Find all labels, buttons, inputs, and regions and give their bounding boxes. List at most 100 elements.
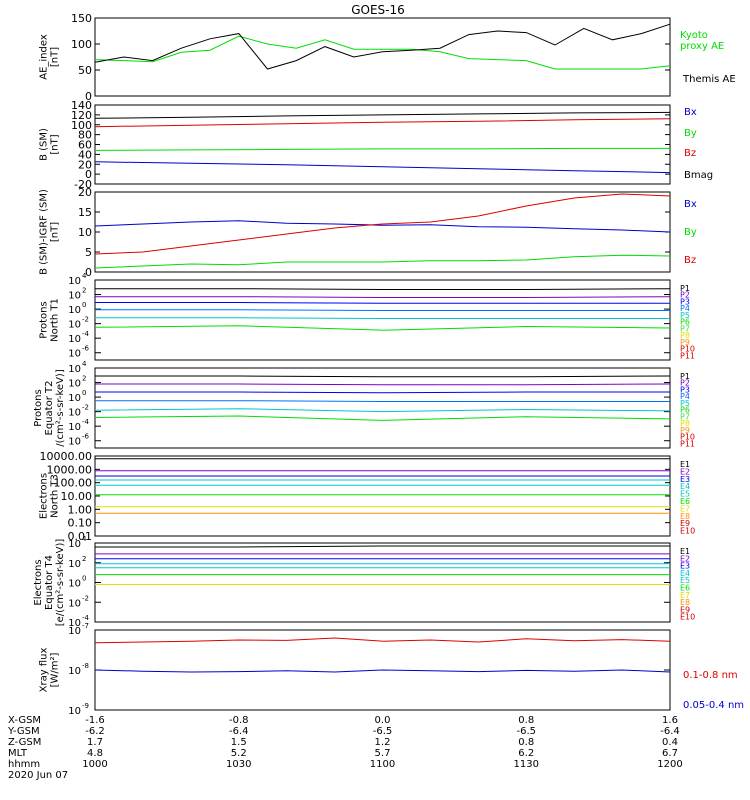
x-tick-label: 0.0 — [375, 715, 391, 726]
x-tick-label: 0.4 — [662, 737, 678, 748]
y-tick-label: 10 — [68, 666, 81, 677]
legend-entry: Bz — [684, 148, 696, 159]
x-tick-label: 0.8 — [518, 715, 534, 726]
x-row-label: X-GSM — [8, 715, 41, 726]
chart-title: GOES-16 — [351, 3, 405, 17]
series-line — [95, 296, 671, 298]
series-line — [94, 193, 671, 255]
series-line — [94, 111, 671, 119]
legend-entry: P5 — [680, 311, 690, 320]
y-tick-label: 1000.00 — [47, 463, 93, 476]
y-tick-label: 10 — [68, 626, 81, 637]
plot-frame — [94, 542, 671, 623]
panel-3: 0 5 10 15 20 B (SM)-IGRF (SM) [nT] Bx By Bz — [39, 186, 697, 279]
y-tick-exponent: -6 — [82, 345, 90, 353]
x-tick-label: 6.7 — [662, 748, 678, 759]
legend-entry: P9 — [680, 426, 690, 435]
x-row-label: hhmm — [8, 759, 40, 770]
x-tick-label: 0.8 — [518, 737, 534, 748]
legend-entry: P7 — [680, 412, 690, 421]
legend-entry: P9 — [680, 338, 690, 347]
legend-entry: Bmag — [684, 170, 713, 181]
legend-entry: E4 — [680, 482, 690, 491]
x-tick-label: 5.7 — [375, 748, 391, 759]
legend-entry: P1 — [680, 284, 690, 293]
legend-entry: E7 — [680, 504, 690, 513]
y-tick-label: 10 — [68, 408, 81, 419]
plot-frame — [94, 279, 671, 361]
y-tick-label: 20 — [78, 158, 92, 171]
y-tick-label: 10 — [68, 379, 81, 390]
y-tick-label: 10 — [68, 305, 81, 316]
y-tick-label: 50 — [78, 64, 92, 77]
legend-entry: E1 — [680, 547, 690, 556]
series-line — [94, 147, 670, 151]
y-tick-exponent: -4 — [82, 614, 90, 622]
y-tick-label: 10 — [68, 393, 81, 404]
y-tick-label: 10 — [68, 320, 81, 331]
y-tick-label: 10 — [68, 276, 81, 287]
date-label: 2020 Jun 07 — [8, 770, 68, 781]
y-axis-label: [W/m²] — [50, 652, 61, 687]
legend-entry: P8 — [680, 419, 690, 428]
legend-entry: 0.1-0.8 nm — [683, 670, 738, 681]
y-tick-label: 10 — [68, 422, 81, 433]
legend-entry: By — [684, 227, 697, 238]
legend-entry: E9 — [680, 519, 690, 528]
x-tick-label: -1.6 — [85, 715, 105, 726]
y-axis-label: Equator T2 — [44, 381, 55, 436]
x-axis-rows: X-GSM -1.6 -0.8 0.0 0.8 1.6 Y-GSM -6.2 -6.4 -6.5 -… — [7, 715, 683, 781]
legend-entry: P3 — [680, 385, 690, 394]
legend-entry: E2 — [680, 554, 690, 563]
y-tick-label: 10 — [68, 618, 81, 629]
y-tick-exponent: 0 — [82, 389, 86, 397]
y-tick-exponent: -4 — [82, 330, 90, 338]
y-tick-label: 10 — [68, 364, 81, 375]
legend-entry: E10 — [680, 613, 695, 622]
plot-frame — [94, 17, 671, 97]
y-tick-label: -20 — [74, 178, 92, 191]
series-line — [95, 391, 670, 394]
y-tick-label: 0.10 — [68, 517, 93, 530]
series-line — [94, 35, 671, 70]
x-tick-label: 1000 — [82, 759, 107, 770]
y-tick-exponent: 4 — [82, 360, 87, 368]
series-line — [94, 637, 671, 644]
legend-entry: P2 — [680, 291, 690, 300]
y-axis-label: [e/(cm²-s-sr-keV)] — [55, 539, 66, 627]
y-tick-label: 15 — [78, 206, 92, 219]
legend-entry: P11 — [680, 351, 695, 360]
y-tick-exponent: 2 — [82, 375, 86, 383]
legend-entry: P8 — [680, 331, 690, 340]
series-line — [95, 400, 670, 402]
legend-entry: Bx — [684, 199, 697, 210]
y-tick-label: 10 — [68, 334, 81, 345]
y-tick-label: 100.00 — [54, 477, 93, 490]
y-tick-label: 10 — [68, 437, 81, 448]
y-axis-label: Electrons — [33, 559, 44, 605]
series-line — [95, 288, 671, 290]
y-tick-label: 100 — [71, 119, 92, 132]
series-line — [94, 161, 671, 174]
y-tick-exponent: 0 — [82, 301, 86, 309]
y-tick-exponent: -9 — [82, 702, 89, 710]
y-tick-label: 100 — [71, 38, 92, 51]
x-tick-label: 1200 — [657, 759, 682, 770]
x-tick-label: 1030 — [226, 759, 251, 770]
y-tick-label: 0 — [85, 266, 92, 279]
legend-entry: E8 — [680, 512, 690, 521]
series-line — [95, 375, 671, 378]
y-tick-label: 10 — [68, 706, 81, 717]
x-tick-label: 1.6 — [662, 715, 678, 726]
series-line — [94, 254, 671, 269]
legend-entry: Bx — [684, 107, 697, 118]
y-axis-label: AE_index — [39, 34, 50, 80]
legend-entry: P6 — [680, 406, 690, 415]
y-tick-label: 10 — [68, 291, 81, 302]
legend-entry: P10 — [680, 345, 695, 354]
series-line — [95, 383, 671, 386]
y-tick-label: 10 — [68, 579, 81, 590]
y-tick-label: 120 — [71, 109, 92, 122]
legend-entry: P6 — [680, 318, 690, 327]
